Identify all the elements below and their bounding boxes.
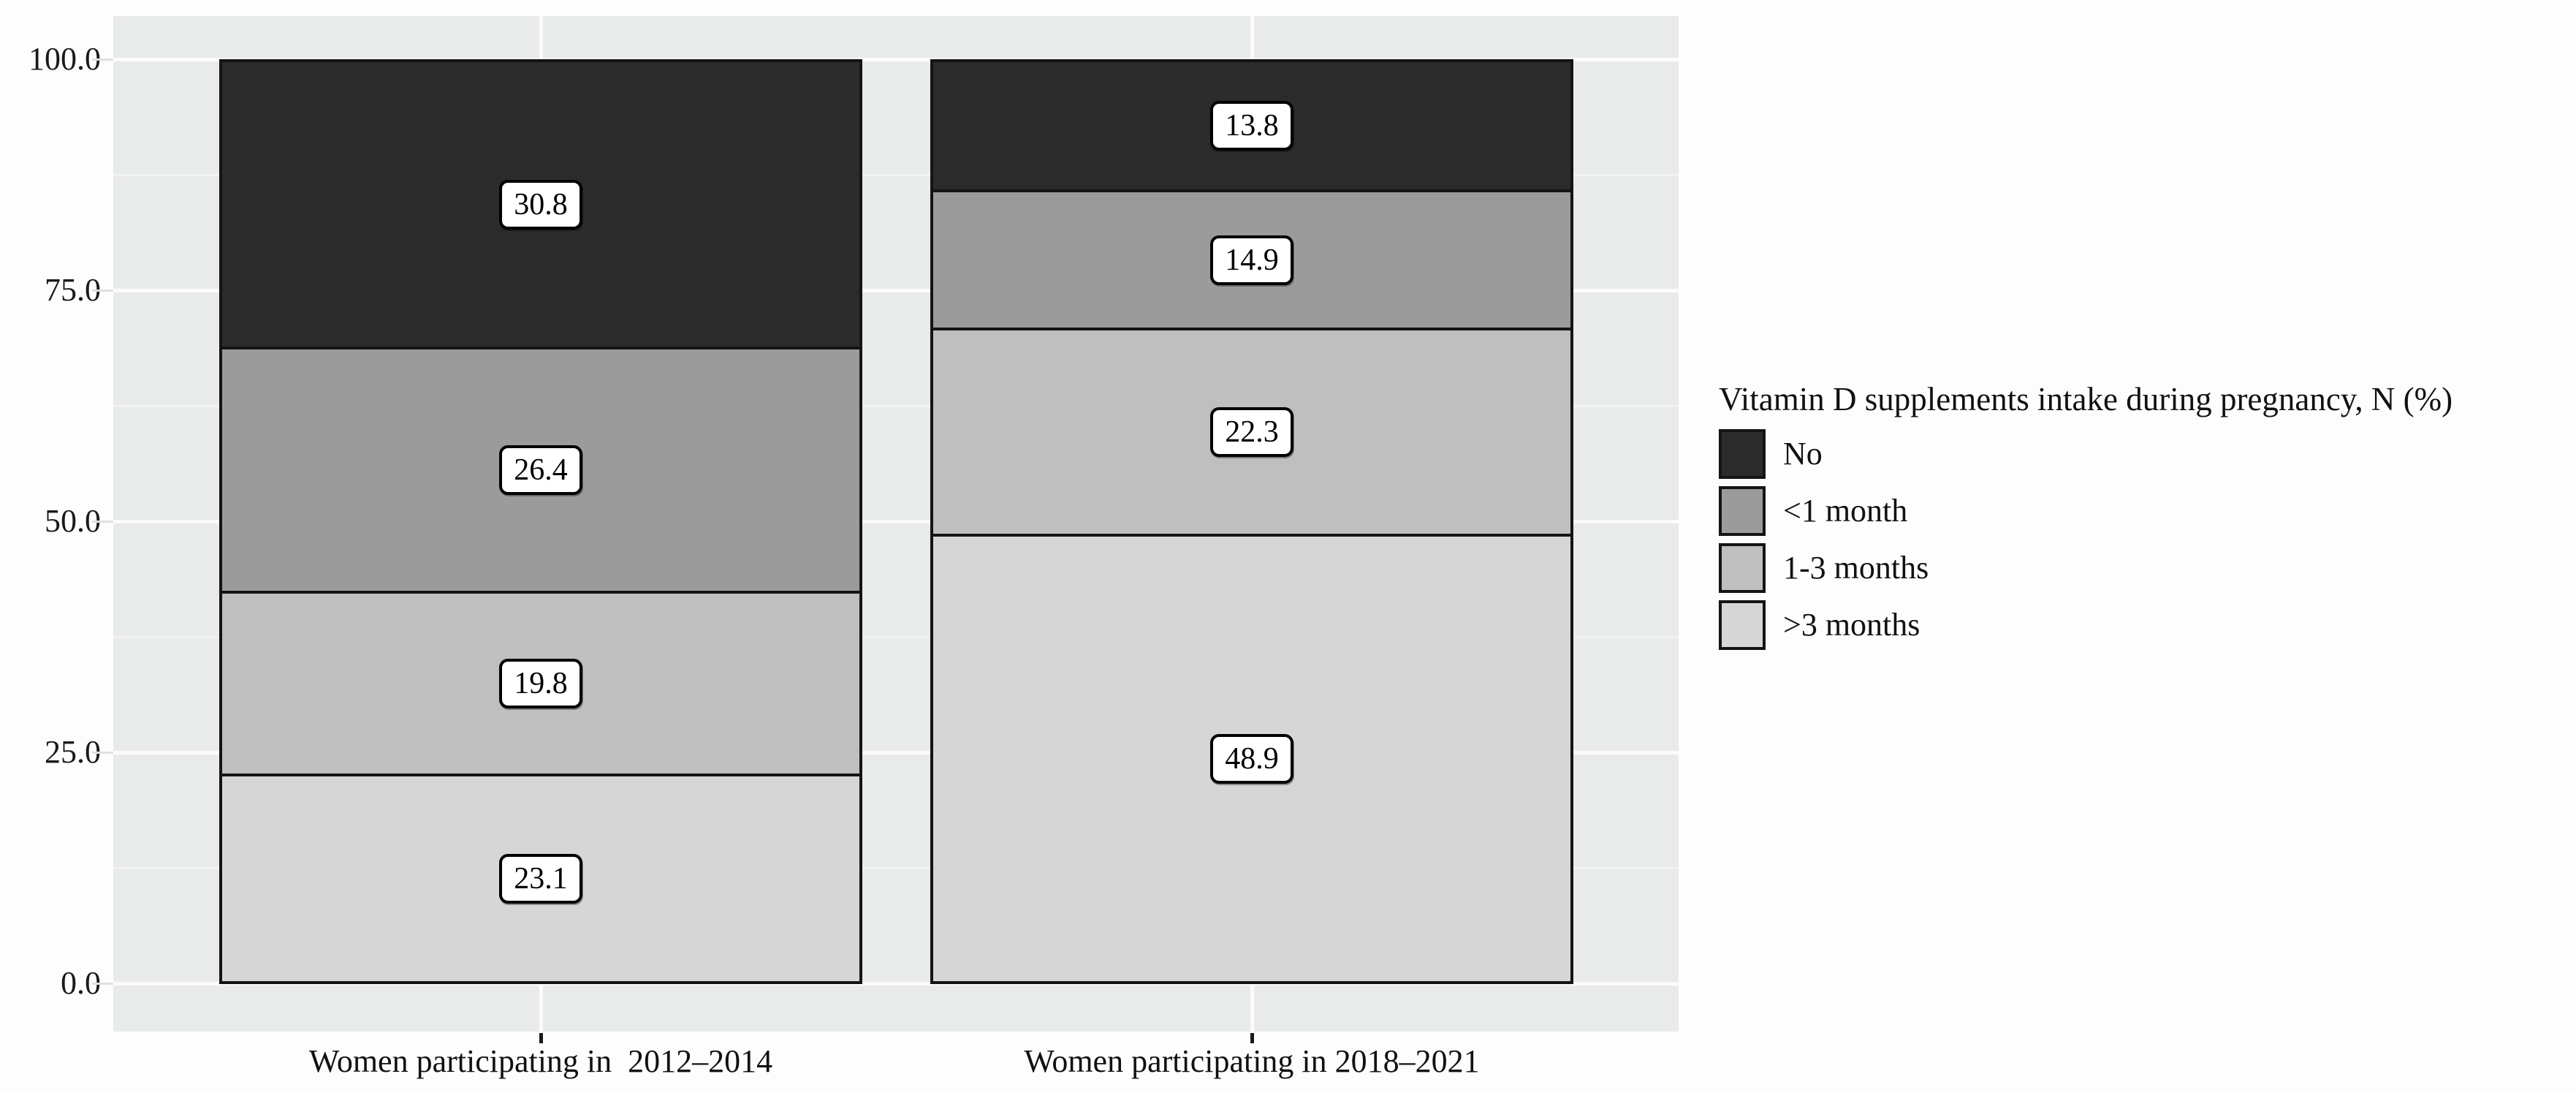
legend-item-label: >3 months [1783,607,1920,643]
bar-segment: 23.1 [222,774,859,981]
value-label: 48.9 [1210,733,1293,784]
value-label: 22.3 [1210,406,1293,457]
legend-key-swatch [1719,486,1766,536]
legend-key-swatch [1719,543,1766,593]
legend-key-swatch [1719,429,1766,479]
y-axis-tick-mark [92,58,113,61]
gridline-major [113,519,1679,523]
y-axis-tick-mark [92,982,113,985]
y-axis-tick-label: 0.0 [61,965,101,1001]
gridline-minor [113,866,1679,869]
gridline-minor [113,173,1679,176]
legend-item-label: 1-3 months [1783,550,1929,586]
legend-key-swatch [1719,600,1766,650]
value-label: 19.8 [499,659,582,709]
bar-segment: 26.4 [222,347,859,591]
value-label: 26.4 [499,445,582,496]
x-axis-tick-mark [1250,1033,1254,1043]
value-label: 23.1 [499,854,582,904]
legend-title: Vitamin D supplements intake during preg… [1719,381,2453,417]
y-axis-tick-label: 25.0 [45,734,101,770]
gridline-major [113,57,1679,61]
gridline-minor [113,635,1679,638]
legend-item: <1 month [1719,485,2574,537]
bar-segment: 48.9 [933,533,1570,981]
legend-item: No [1719,428,2574,480]
x-axis-tick-mark [539,1033,543,1043]
legend: Vitamin D supplements intake during preg… [1719,379,2574,657]
stacked-bar: 13.8 14.9 22.3 48.9 [930,59,1573,984]
legend-items: No <1 month 1-3 months >3 months [1719,428,2574,651]
legend-item-label: No [1783,436,1823,472]
legend-item: >3 months [1719,600,2574,651]
gridline-major [113,981,1679,986]
gridline-major [113,750,1679,754]
bar-segment: 14.9 [933,189,1570,328]
legend-item-label: <1 month [1783,493,1908,529]
y-axis-tick-mark [92,289,113,292]
bar-segment: 19.8 [222,590,859,774]
bar-segment: 22.3 [933,327,1570,534]
value-label: 14.9 [1210,235,1293,285]
plot-panel: 30.8 26.4 19.8 23.1 13.8 14.9 22.3 48.9 [113,16,1679,1032]
y-axis-tick-label: 100.0 [29,41,101,77]
value-label: 30.8 [499,179,582,230]
value-label: 13.8 [1210,101,1293,151]
stacked-bar: 30.8 26.4 19.8 23.1 [219,59,862,984]
gridline-major [113,288,1679,292]
x-axis-category-label: Women participating in 2012–2014 [308,1043,773,1079]
y-axis-tick-mark [92,520,113,523]
y-axis-tick-mark [92,751,113,754]
x-axis-category-label: Women participating in 2018–2021 [1024,1043,1480,1079]
y-axis-tick-label: 75.0 [45,272,101,308]
legend-item: 1-3 months [1719,542,2574,594]
bar-segment: 30.8 [222,62,859,347]
bar-segment: 13.8 [933,62,1570,190]
y-axis-tick-label: 50.0 [45,503,101,539]
gridline-minor [113,404,1679,407]
